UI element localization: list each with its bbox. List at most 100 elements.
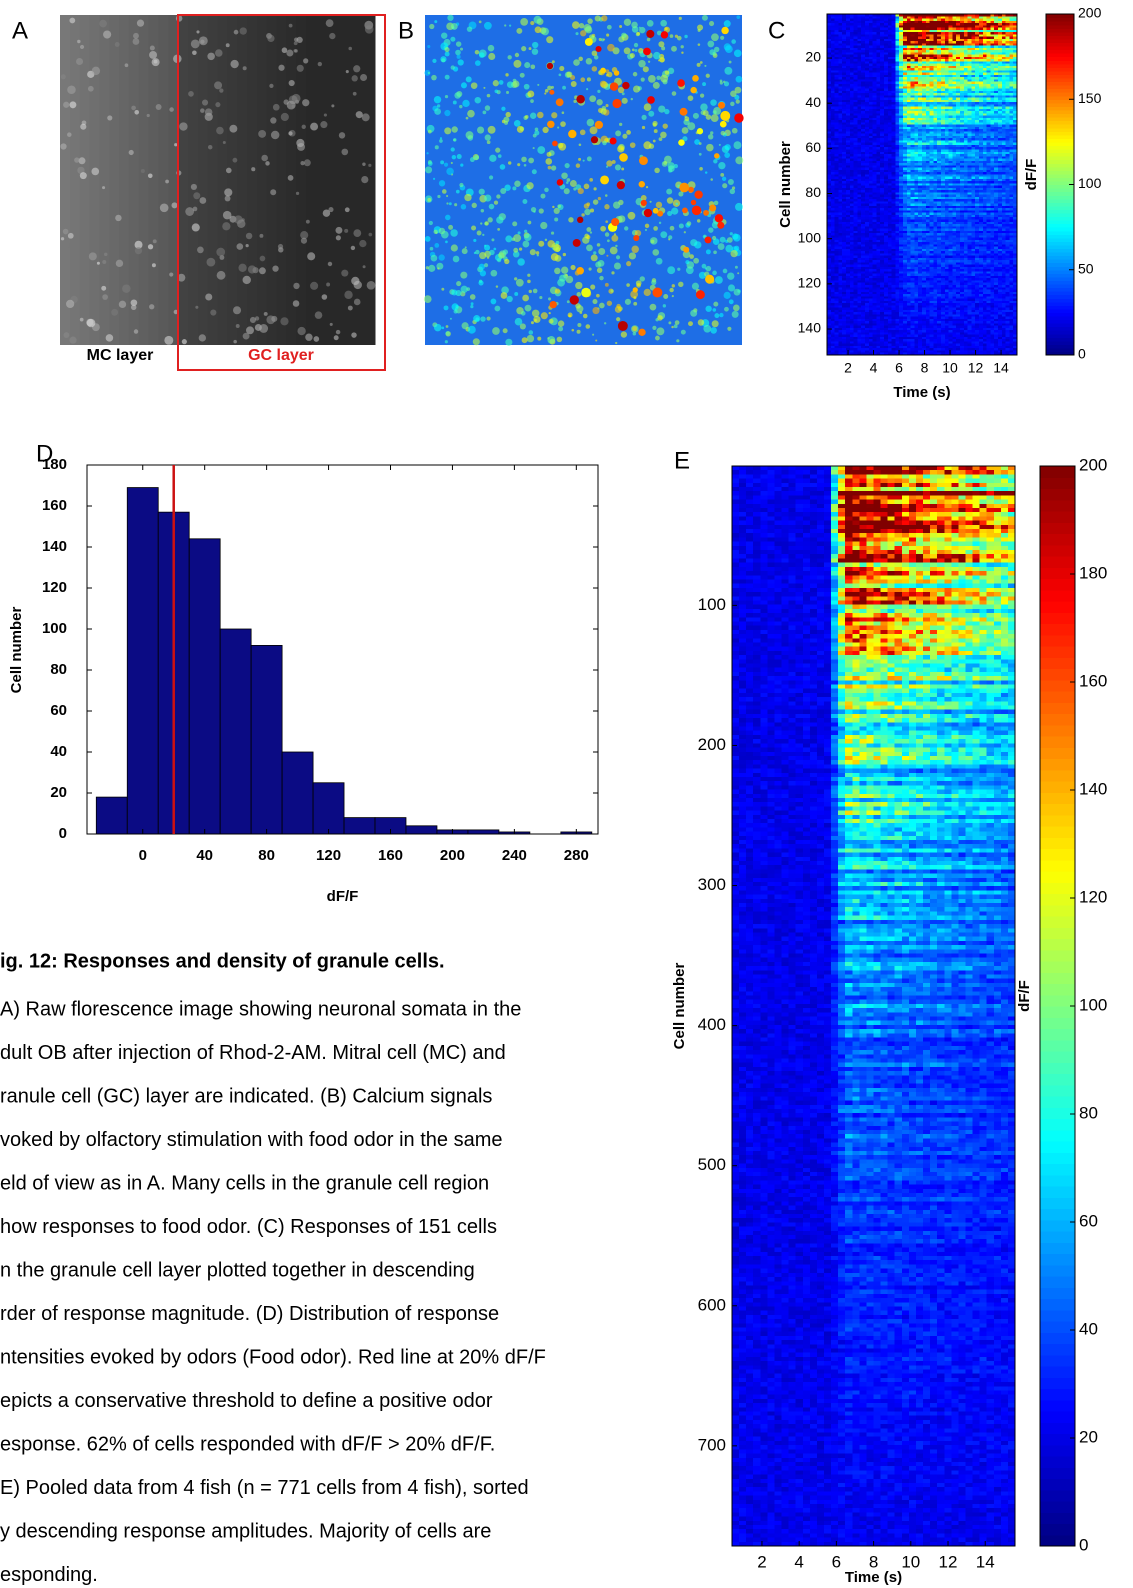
signal-speck <box>568 312 573 317</box>
soma <box>179 122 187 130</box>
soma <box>115 215 121 221</box>
soma <box>363 265 366 268</box>
soma <box>134 110 139 115</box>
signal-speck <box>728 179 734 185</box>
signal-speck <box>640 276 645 281</box>
responding-cell <box>568 130 576 138</box>
signal-speck <box>730 90 736 96</box>
signal-speck <box>632 326 637 331</box>
signal-speck <box>615 306 622 313</box>
responding-cell <box>585 38 593 46</box>
signal-speck <box>703 325 711 333</box>
signal-speck <box>597 90 600 93</box>
soma <box>222 222 230 230</box>
signal-speck <box>734 141 742 149</box>
signal-speck <box>724 20 731 27</box>
soma <box>304 159 311 166</box>
soma <box>367 281 376 290</box>
signal-speck <box>445 52 450 57</box>
signal-speck <box>508 161 511 164</box>
signal-speck <box>445 340 448 343</box>
signal-speck <box>480 222 482 224</box>
soma <box>344 229 348 233</box>
responding-cell <box>653 208 659 214</box>
soma <box>205 293 212 300</box>
signal-speck <box>592 307 599 314</box>
signal-speck <box>454 203 457 206</box>
signal-speck <box>675 35 678 38</box>
signal-speck <box>598 197 601 200</box>
signal-speck <box>451 23 458 30</box>
signal-speck <box>610 247 618 255</box>
signal-speck <box>576 305 583 312</box>
signal-speck <box>537 337 541 341</box>
signal-speck <box>694 241 701 248</box>
signal-speck <box>619 25 622 28</box>
signal-speck <box>540 222 547 229</box>
responding-cell <box>661 31 668 38</box>
soma <box>88 86 94 92</box>
signal-speck <box>530 249 536 255</box>
soma <box>69 337 76 344</box>
responding-cell <box>595 121 603 129</box>
signal-speck <box>558 320 564 326</box>
soma <box>353 65 360 72</box>
signal-speck <box>428 72 430 74</box>
soma <box>259 267 266 274</box>
signal-speck <box>728 284 735 291</box>
signal-speck <box>658 41 664 47</box>
soma <box>210 309 216 315</box>
caption-line: ntensities evoked by odors (Food odor). … <box>0 1346 546 1368</box>
soma <box>281 113 289 121</box>
signal-speck <box>587 77 591 81</box>
soma <box>160 203 169 212</box>
signal-speck <box>572 21 580 29</box>
signal-speck <box>501 292 508 299</box>
signal-speck <box>530 99 534 103</box>
soma <box>131 305 136 310</box>
signal-speck <box>659 222 661 224</box>
responding-cell <box>715 214 723 222</box>
signal-speck <box>599 276 603 280</box>
signal-speck <box>702 15 708 21</box>
signal-speck <box>621 331 627 337</box>
signal-speck <box>600 226 606 232</box>
soma <box>133 38 140 45</box>
signal-speck <box>551 112 557 118</box>
signal-speck <box>671 208 678 215</box>
signal-speck <box>547 86 552 91</box>
signal-speck <box>554 218 558 222</box>
signal-speck <box>484 194 491 201</box>
signal-speck <box>464 194 471 201</box>
signal-speck <box>477 126 484 133</box>
signal-speck <box>487 94 491 98</box>
soma <box>137 20 144 27</box>
soma <box>297 143 305 151</box>
responding-cell <box>692 75 699 82</box>
soma <box>135 247 142 254</box>
signal-speck <box>529 330 534 335</box>
signal-speck <box>709 21 714 26</box>
signal-speck <box>527 91 534 98</box>
signal-speck <box>471 302 474 305</box>
soma <box>78 157 85 164</box>
signal-speck <box>729 299 734 304</box>
signal-speck <box>425 166 432 173</box>
signal-speck <box>445 95 448 98</box>
soma <box>63 332 69 338</box>
signal-speck <box>495 148 500 153</box>
signal-speck <box>521 46 526 51</box>
signal-speck <box>516 28 522 34</box>
signal-speck <box>578 158 581 161</box>
soma <box>215 102 220 107</box>
signal-speck <box>730 189 735 194</box>
signal-speck <box>733 305 740 312</box>
soma <box>188 91 194 97</box>
signal-speck <box>567 178 571 182</box>
signal-speck <box>549 312 551 314</box>
signal-speck <box>689 254 694 259</box>
image-strip <box>247 15 257 345</box>
caption-line: voked by olfactory stimulation with food… <box>0 1129 502 1151</box>
soma <box>326 19 334 27</box>
caption-line: dult OB after injection of Rhod-2-AM. Mi… <box>0 1042 506 1064</box>
